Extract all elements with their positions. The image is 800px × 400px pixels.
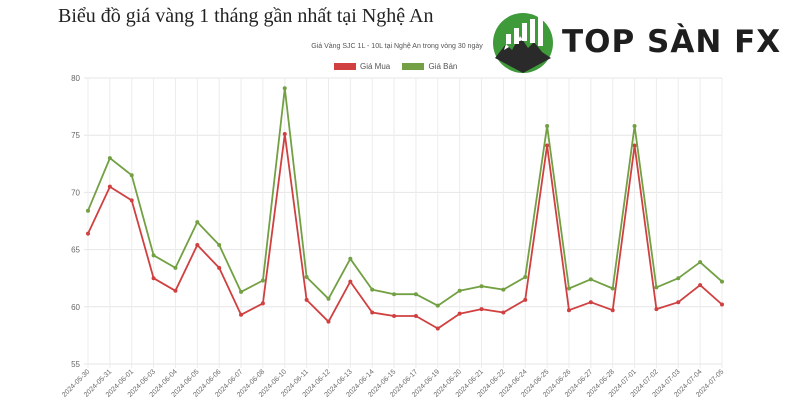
data-point-sell[interactable] xyxy=(392,292,397,297)
chart-title: Giá Vàng SJC 1L - 10L tại Nghệ An trong … xyxy=(311,43,483,50)
data-point-sell[interactable] xyxy=(566,286,571,291)
data-point-sell[interactable] xyxy=(260,278,265,283)
data-point-buy[interactable] xyxy=(326,319,331,324)
legend-label-buy: Giá Mua xyxy=(360,62,391,71)
data-point-buy[interactable] xyxy=(523,297,528,302)
data-point-sell[interactable] xyxy=(632,124,637,129)
data-point-buy[interactable] xyxy=(566,308,571,313)
data-point-sell[interactable] xyxy=(326,296,331,301)
data-point-sell[interactable] xyxy=(545,124,550,129)
data-point-buy[interactable] xyxy=(698,283,703,288)
data-point-buy[interactable] xyxy=(435,326,440,331)
data-point-buy[interactable] xyxy=(720,302,724,307)
data-point-buy[interactable] xyxy=(239,312,244,317)
data-point-sell[interactable] xyxy=(654,285,659,290)
data-point-buy[interactable] xyxy=(632,143,637,148)
data-point-sell[interactable] xyxy=(457,288,462,293)
data-point-buy[interactable] xyxy=(151,276,156,281)
data-point-sell[interactable] xyxy=(720,279,724,284)
data-point-sell[interactable] xyxy=(435,303,440,308)
data-point-sell[interactable] xyxy=(129,173,134,178)
legend-label-sell: Giá Bán xyxy=(428,62,458,71)
grid-lines xyxy=(84,77,723,368)
data-point-buy[interactable] xyxy=(676,300,681,305)
series-line-sell xyxy=(87,87,723,307)
data-point-sell[interactable] xyxy=(413,292,418,297)
series-lines xyxy=(86,86,724,331)
data-point-sell[interactable] xyxy=(698,260,703,265)
data-point-buy[interactable] xyxy=(479,307,484,312)
data-point-sell[interactable] xyxy=(151,253,156,258)
data-point-sell[interactable] xyxy=(370,287,375,292)
logo-text: TOP SÀN FX xyxy=(562,24,782,60)
data-point-sell[interactable] xyxy=(282,86,287,91)
data-point-buy[interactable] xyxy=(370,310,375,315)
y-tick-label: 55 xyxy=(71,360,80,369)
data-point-sell[interactable] xyxy=(501,287,506,292)
page-heading: Biểu đồ giá vàng 1 tháng gần nhất tại Ng… xyxy=(58,5,434,27)
data-point-sell[interactable] xyxy=(479,284,484,289)
data-point-buy[interactable] xyxy=(545,143,550,148)
data-point-sell[interactable] xyxy=(304,275,309,280)
data-point-buy[interactable] xyxy=(654,307,659,312)
data-point-buy[interactable] xyxy=(217,265,222,270)
data-point-buy[interactable] xyxy=(610,308,615,313)
data-point-sell[interactable] xyxy=(348,256,353,261)
data-point-sell[interactable] xyxy=(523,275,528,280)
data-point-buy[interactable] xyxy=(86,231,90,236)
data-point-buy[interactable] xyxy=(107,184,112,189)
data-point-sell[interactable] xyxy=(173,265,178,270)
mountain-chart-logo-icon xyxy=(493,13,553,73)
legend-swatch-sell xyxy=(402,63,425,70)
data-point-sell[interactable] xyxy=(86,208,90,213)
data-point-buy[interactable] xyxy=(413,313,418,318)
legend-item-sell[interactable]: Giá Bán xyxy=(402,62,457,71)
data-point-sell[interactable] xyxy=(239,289,244,294)
data-point-sell[interactable] xyxy=(217,243,222,248)
data-point-buy[interactable] xyxy=(195,243,200,248)
data-point-sell[interactable] xyxy=(107,156,112,161)
series-line-buy xyxy=(87,133,723,330)
data-point-sell[interactable] xyxy=(610,286,615,291)
data-point-sell[interactable] xyxy=(676,276,681,281)
data-point-buy[interactable] xyxy=(348,279,353,284)
x-axis-ticks: 2024-05-302024-05-312024-06-012024-06-03… xyxy=(61,368,725,398)
y-tick-label: 75 xyxy=(71,131,80,140)
legend-item-buy[interactable]: Giá Mua xyxy=(334,62,390,71)
data-point-buy[interactable] xyxy=(260,301,265,306)
legend: Giá Mua Giá Bán xyxy=(334,62,467,72)
data-point-buy[interactable] xyxy=(304,297,309,302)
data-point-buy[interactable] xyxy=(173,288,178,293)
y-tick-label: 65 xyxy=(71,246,80,255)
y-tick-label: 70 xyxy=(71,188,80,197)
data-point-sell[interactable] xyxy=(195,220,200,225)
y-axis-ticks: 55 60 65 70 75 80 xyxy=(71,74,80,369)
topsanfx-logo: TOP SÀN FX xyxy=(490,12,790,74)
data-point-buy[interactable] xyxy=(588,300,593,305)
data-point-sell[interactable] xyxy=(588,277,593,282)
data-point-buy[interactable] xyxy=(457,311,462,316)
data-point-buy[interactable] xyxy=(392,313,397,318)
data-point-buy[interactable] xyxy=(129,198,134,203)
legend-swatch-buy xyxy=(334,63,356,70)
data-point-buy[interactable] xyxy=(282,132,287,137)
data-point-buy[interactable] xyxy=(501,310,506,315)
y-tick-label: 80 xyxy=(71,74,80,83)
y-tick-label: 60 xyxy=(71,303,80,312)
